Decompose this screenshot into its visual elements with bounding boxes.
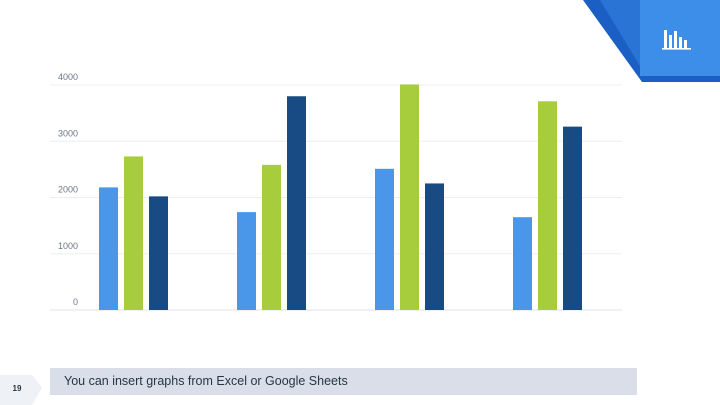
bar-series-3-category-4 — [563, 126, 582, 310]
caption-bar: You can insert graphs from Excel or Goog… — [50, 368, 637, 395]
bar-series-2-category-3 — [400, 84, 419, 310]
bar-series-3-category-1 — [149, 196, 168, 310]
slide-number: 19 — [12, 384, 22, 393]
bar-chart-icon — [662, 30, 691, 50]
bar-series-3-category-3 — [425, 183, 444, 310]
footer-left-decoration — [0, 375, 42, 405]
bar-series-2-category-4 — [538, 101, 557, 310]
y-axis-ticks: 0 1000 2000 3000 4000 — [58, 72, 78, 307]
bar-series-2-category-1 — [124, 156, 143, 310]
bar-series-3-category-2 — [287, 96, 306, 310]
y-tick-label: 2000 — [58, 185, 78, 195]
bar-series-1-category-2 — [237, 212, 256, 310]
caption-text: You can insert graphs from Excel or Goog… — [64, 374, 348, 388]
y-tick-label: 1000 — [58, 241, 78, 251]
y-tick-label: 4000 — [58, 72, 78, 82]
bar-series-1-category-1 — [99, 187, 118, 310]
bars — [99, 84, 582, 310]
bar-series-2-category-2 — [262, 164, 281, 310]
bar-series-1-category-3 — [375, 168, 394, 310]
bar-series-1-category-4 — [513, 217, 532, 310]
y-tick-label: 0 — [73, 297, 78, 307]
y-tick-label: 3000 — [58, 128, 78, 138]
